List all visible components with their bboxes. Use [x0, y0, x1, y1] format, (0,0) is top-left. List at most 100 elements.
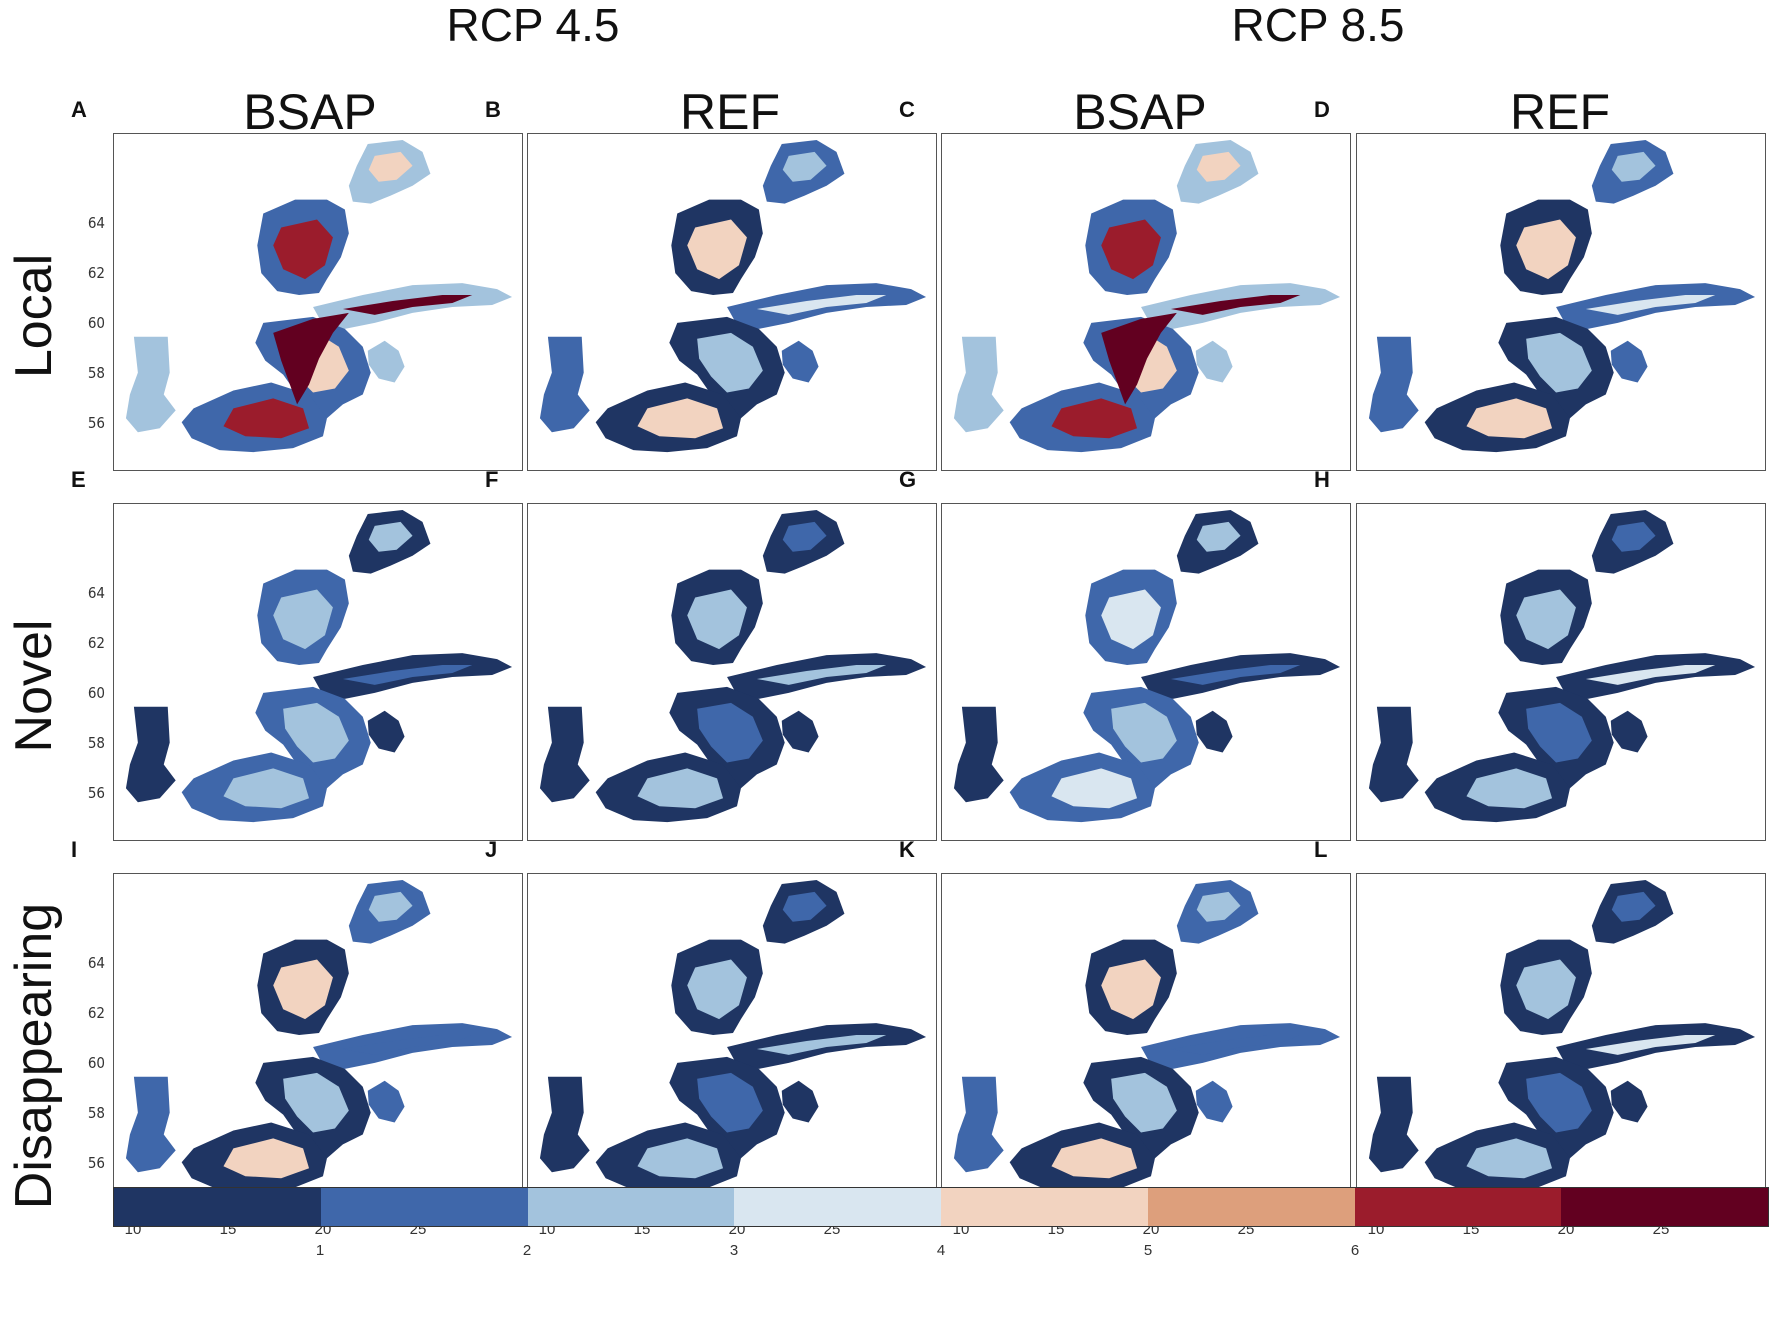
value-patch [223, 1138, 310, 1179]
value-patch [697, 702, 763, 763]
value-patch [782, 521, 827, 552]
value-patch [1611, 891, 1656, 922]
colorbar-segment [320, 1188, 528, 1226]
scenario-title-rcp45: RCP 4.5 [446, 0, 620, 51]
colorbar-tick-label: 3 [729, 1242, 739, 1259]
value-patch [782, 891, 827, 922]
value-patch [223, 398, 310, 439]
sea-basin [953, 706, 1004, 803]
panel-letter: G [899, 467, 917, 492]
value-patch [637, 398, 724, 439]
baltic-map [953, 879, 1341, 1193]
y-tick-label: 60 [87, 1054, 105, 1072]
sea-basin [367, 340, 405, 383]
panel-letter: B [485, 97, 501, 122]
column-title-ref-rcp85: REF [1510, 84, 1610, 140]
value-patch [273, 589, 333, 650]
value-patch [687, 959, 747, 1020]
high-value-patch [1101, 312, 1177, 405]
sea-basin [125, 1076, 176, 1173]
value-patch [687, 219, 747, 280]
colorbar-segment [941, 1188, 1148, 1226]
y-tick-label: 62 [87, 634, 105, 652]
colorbar [113, 1187, 1769, 1227]
sea-basin [953, 336, 1004, 433]
value-patch [342, 665, 473, 685]
value-patch [1526, 332, 1592, 393]
map-panel [527, 503, 937, 841]
value-patch [1196, 521, 1241, 552]
value-patch [1101, 959, 1161, 1020]
value-patch [368, 151, 413, 182]
value-patch [756, 1035, 887, 1055]
colorbar-tick-label: 2 [522, 1242, 532, 1259]
y-tick-label: 58 [87, 364, 105, 382]
high-value-patch [273, 312, 349, 405]
value-patch [1466, 1138, 1553, 1179]
sea-basin [781, 710, 819, 753]
sea-basin [367, 710, 405, 753]
value-patch [1170, 295, 1301, 315]
value-patch [368, 521, 413, 552]
value-patch [1516, 589, 1576, 650]
y-tick-label: 60 [87, 314, 105, 332]
sea-basin [781, 1080, 819, 1123]
column-title-bsap-rcp45: BSAP [243, 84, 377, 140]
sea-basin [1368, 706, 1419, 803]
sea-basin [125, 336, 176, 433]
y-tick-label: 56 [87, 1154, 105, 1172]
map-panel [941, 133, 1351, 471]
column-title-bsap-rcp85: BSAP [1073, 84, 1207, 140]
map-panel [113, 133, 523, 471]
baltic-map [125, 139, 513, 453]
value-patch [637, 768, 724, 809]
value-patch [1101, 589, 1161, 650]
sea-basin [1368, 336, 1419, 433]
value-patch [782, 151, 827, 182]
y-tick-label: 60 [87, 684, 105, 702]
baltic-map [953, 139, 1341, 453]
panel-letter: L [1314, 837, 1328, 862]
sea-basin [1610, 340, 1648, 383]
sea-basin [539, 1076, 590, 1173]
panel-letter: C [899, 97, 915, 122]
value-patch [1196, 151, 1241, 182]
colorbar-segment [734, 1188, 941, 1226]
panel-letter: I [71, 837, 78, 862]
y-tick-label: 64 [87, 214, 105, 232]
map-panel [527, 133, 937, 471]
baltic-map [953, 509, 1341, 823]
colorbar-segment [1354, 1188, 1562, 1226]
value-patch [1101, 219, 1161, 280]
baltic-map [539, 139, 927, 453]
colorbar-tick-label: 4 [936, 1242, 946, 1259]
panel-letter: A [71, 97, 87, 122]
sea-basin [1610, 710, 1648, 753]
value-patch [283, 1072, 349, 1133]
value-patch [687, 589, 747, 650]
y-tick-label: 64 [87, 584, 105, 602]
colorbar-segment [114, 1188, 321, 1226]
row-title-novel: Novel [5, 619, 63, 753]
value-patch [1585, 295, 1716, 315]
map-panel [941, 873, 1351, 1211]
value-patch [283, 702, 349, 763]
value-patch [342, 295, 473, 315]
map-panel [1356, 133, 1766, 471]
value-patch [1051, 398, 1138, 439]
y-tick-label: 64 [87, 954, 105, 972]
sea-basin [781, 340, 819, 383]
colorbar-tick-label: 6 [1350, 1242, 1360, 1259]
map-panel [1356, 503, 1766, 841]
baltic-map [125, 879, 513, 1193]
y-tick-label: 58 [87, 734, 105, 752]
sea-basin [1195, 710, 1233, 753]
value-patch [756, 295, 887, 315]
baltic-map [539, 509, 927, 823]
y-tick-label: 62 [87, 264, 105, 282]
sea-basin [1195, 1080, 1233, 1123]
baltic-map [1368, 139, 1756, 453]
sea-basin [1368, 1076, 1419, 1173]
y-tick-label: 56 [87, 414, 105, 432]
value-patch [1526, 1072, 1592, 1133]
